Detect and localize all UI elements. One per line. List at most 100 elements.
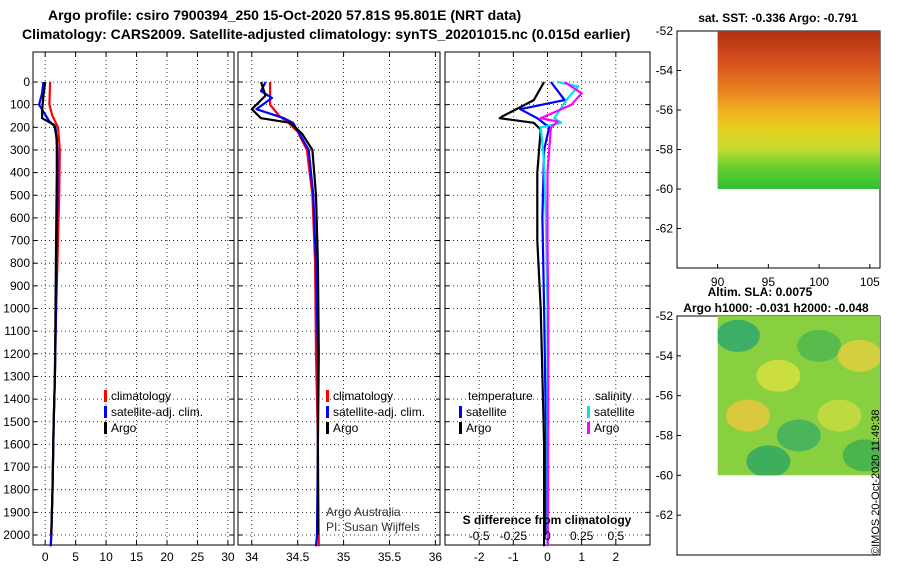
y-tick-label: 200 — [10, 120, 30, 134]
legend-label: Argo — [466, 421, 492, 435]
y-tick-label: 900 — [10, 279, 30, 293]
x-tick-label: 30 — [221, 550, 235, 564]
credit-annotation: Argo Australia — [326, 505, 401, 519]
legend-header-temperature: temperature — [468, 389, 533, 403]
legend-label: satellite — [594, 405, 635, 419]
x-tick-label: -1 — [508, 550, 519, 564]
difference-profile-panel: -2 -1 0 1 2 temperature salinity satellite Argo s… — [444, 51, 651, 564]
plot-frame — [32, 51, 235, 546]
y-tick-label: 1800 — [3, 483, 30, 497]
legend-label: Argo — [111, 421, 137, 435]
legend-swatch — [104, 390, 107, 402]
sla-anomaly — [776, 419, 821, 452]
y-tick-label: 1500 — [3, 415, 30, 429]
legend-label: satellite — [466, 405, 507, 419]
x-tick-label: 0 — [544, 550, 551, 564]
legend-header-salinity: salinity — [595, 389, 632, 403]
y-tick-label: -56 — [656, 389, 674, 403]
sst-map-panel: 90 95 100 105 -52 -54 -56 -58 -60 -62 — [656, 24, 881, 289]
x-tick-label: -2 — [474, 550, 485, 564]
legend-label: climatology — [333, 389, 393, 403]
sla-anomaly — [837, 339, 880, 372]
salinity-profile-panel: 34 34.5 35 35.5 36 climatology satellite-adj. … — [237, 51, 443, 564]
series-line-temperature-satellite — [519, 81, 566, 535]
y-tick-label: 0 — [23, 75, 30, 89]
x-tick-label: 105 — [860, 275, 880, 289]
legend-label: climatology — [111, 389, 171, 403]
legend-swatch — [104, 422, 107, 434]
y-tick-label: 600 — [10, 211, 30, 225]
x-tick-label: 10 — [99, 550, 113, 564]
x-tick-label: 90 — [711, 275, 725, 289]
sla-map-title-line2: Argo h1000: -0.031 h2000: -0.048 — [683, 301, 869, 315]
y-tick-label: 1600 — [3, 437, 30, 451]
x-tick-label: 15 — [130, 550, 144, 564]
x2-tick-label: 0.25 — [570, 529, 594, 543]
x2-tick-label: -0.25 — [500, 529, 528, 543]
y-tick-label: 800 — [10, 256, 30, 270]
y-tick-label: -54 — [656, 64, 674, 78]
y-tick-label: 1300 — [3, 369, 30, 383]
imos-timestamp: ©IMOS 20-Oct-2020 11:49:38 — [870, 409, 882, 555]
series-line-temperature-argo — [498, 81, 546, 547]
y-tick-label: -62 — [656, 222, 674, 236]
y-tick-label: -54 — [656, 349, 674, 363]
x-tick-label: 0 — [42, 550, 49, 564]
y-tick-label: -56 — [656, 103, 674, 117]
x2-tick-label: -0.5 — [469, 529, 490, 543]
y-tick-label: 2000 — [3, 528, 30, 542]
y-tick-label: -58 — [656, 429, 674, 443]
plot-frame — [237, 51, 441, 546]
y-tick-label: -62 — [656, 508, 674, 522]
series-line-argo — [250, 81, 320, 535]
x2-tick-label: 0 — [544, 529, 551, 543]
sla-map-title-line1: Altim. SLA: 0.0075 — [708, 285, 813, 299]
figure-title-line1: Argo profile: csiro 7900394_250 15-Oct-2… — [48, 7, 522, 23]
sla-anomaly — [797, 329, 842, 362]
sla-anomaly — [817, 399, 862, 432]
x-tick-label: 34.5 — [286, 550, 310, 564]
sla-anomaly — [842, 439, 880, 472]
y-tick-label: 1100 — [4, 324, 30, 338]
legend-label: Argo — [333, 421, 359, 435]
x-tick-label: 36 — [429, 550, 443, 564]
legend-label: satellite-adj. clim. — [333, 405, 425, 419]
y-tick-label: 1900 — [3, 505, 30, 519]
series-line-climatology — [269, 82, 320, 547]
legend-label: satellite-adj. clim. — [111, 405, 203, 419]
series-line-salinity-argo — [539, 81, 583, 547]
sla-anomaly — [726, 399, 771, 432]
x-tick-label: 35 — [337, 550, 351, 564]
y-tick-label: 100 — [10, 98, 30, 112]
y-tick-label: -52 — [656, 24, 674, 38]
legend-swatch — [104, 406, 107, 418]
legend-swatch — [587, 406, 590, 418]
x-tick-label: 2 — [612, 550, 619, 564]
x-tick-label: 34 — [245, 550, 259, 564]
sla-anomaly — [756, 359, 801, 392]
legend-swatch — [459, 406, 462, 418]
sst-field — [717, 31, 880, 189]
y-tick-label: 1200 — [3, 347, 30, 361]
y-tick-label: 1400 — [3, 392, 30, 406]
x-tick-label: 25 — [191, 550, 205, 564]
x-tick-label: 1 — [578, 550, 585, 564]
x2-tick-label: 0.5 — [607, 529, 624, 543]
y-tick-label: 700 — [10, 234, 30, 248]
figure-title-line2: Climatology: CARS2009. Satellite-adjuste… — [22, 26, 631, 42]
sla-field — [717, 316, 880, 476]
credit-annotation: PI: Susan Wijffels — [326, 520, 420, 534]
x-tick-label: 5 — [72, 550, 79, 564]
y-tick-label: 1000 — [3, 302, 30, 316]
x-tick-label: 20 — [160, 550, 174, 564]
x-tick-label: 35.5 — [378, 550, 402, 564]
x2-axis-label: S difference from climatology — [463, 513, 632, 527]
sla-anomaly — [746, 445, 791, 476]
legend-swatch — [326, 406, 329, 418]
legend-swatch — [326, 390, 329, 402]
y-tick-label: 300 — [10, 143, 30, 157]
sst-map-title: sat. SST: -0.336 Argo: -0.791 — [698, 11, 858, 25]
series-line-argo — [41, 81, 58, 536]
legend-swatch — [326, 422, 329, 434]
